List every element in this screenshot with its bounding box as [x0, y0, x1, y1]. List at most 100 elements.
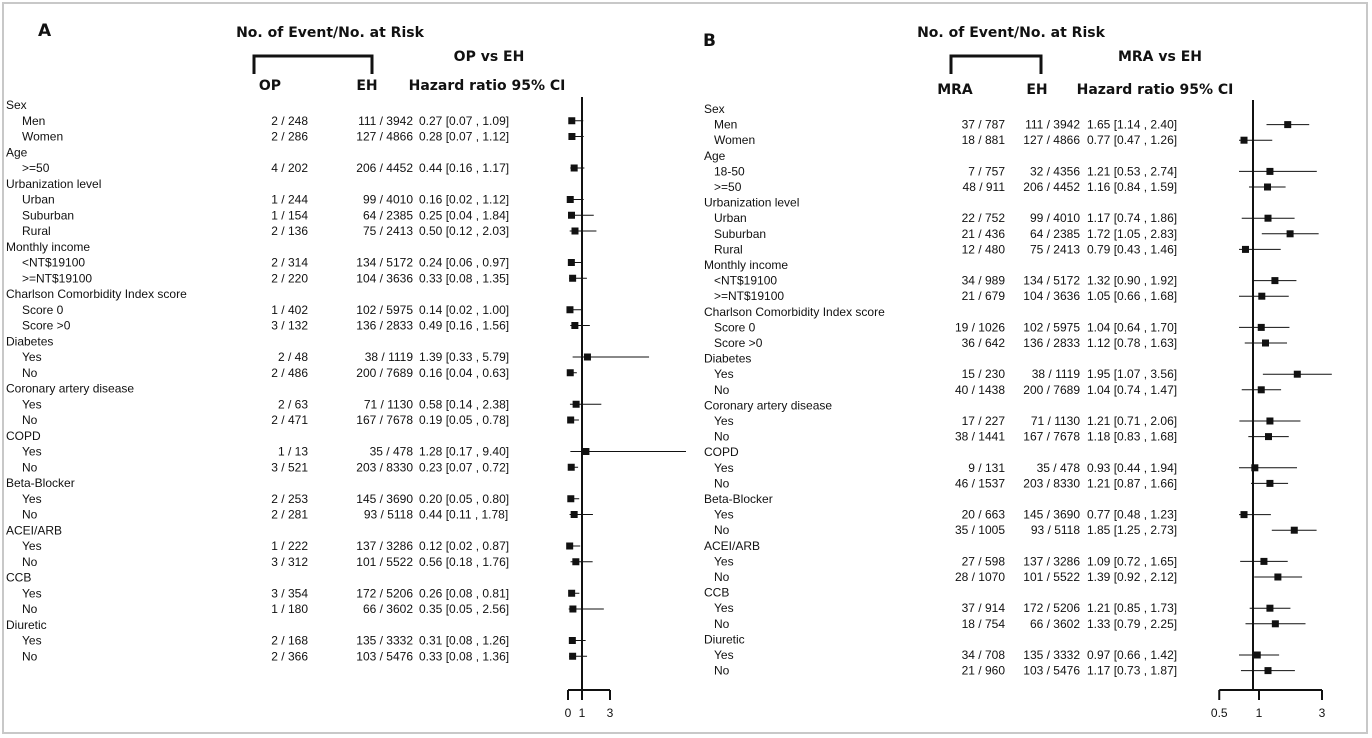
reference-event-count: 206 / 4452 [1023, 180, 1080, 194]
subgroup-header: Charlson Comorbidity Index score [704, 305, 885, 319]
subgroup-label: No [22, 460, 38, 474]
reference-event-count: 71 / 1130 [1031, 414, 1080, 428]
hazard-ratio-marker [1266, 167, 1274, 175]
treatment-event-count: 2 / 253 [271, 492, 308, 506]
subgroup-label: No [714, 570, 730, 584]
hazard-ratio-ci: 1.21 [0.53 , 2.74] [1087, 164, 1177, 178]
treatment-event-count: 46 / 1537 [955, 476, 1005, 490]
subgroup-label: No [22, 649, 38, 663]
hazard-ratio-ci: 1.04 [0.64 , 1.70] [1087, 320, 1177, 334]
hazard-ratio-marker [570, 164, 578, 172]
hazard-ratio-marker [569, 605, 577, 613]
hazard-ratio-ci: 1.21 [0.87 , 1.66] [1087, 476, 1177, 490]
hazard-ratio-ci: 0.79 [0.43 , 1.46] [1087, 242, 1177, 256]
subgroup-label: Yes [714, 414, 734, 428]
reference-event-count: 64 / 2385 [363, 208, 413, 222]
hazard-ratio-marker [571, 322, 579, 329]
subgroup-label: Yes [22, 397, 42, 411]
event-risk-header: No. of Event/No. at Risk [236, 25, 425, 41]
reference-event-count: 137 / 3286 [1023, 554, 1080, 568]
treatment-event-count: 2 / 314 [271, 256, 308, 270]
hazard-ratio-marker [1264, 667, 1272, 675]
column-header-treatment: OP [259, 78, 281, 94]
x-axis-tick-label: 1 [1256, 706, 1263, 720]
reference-event-count: 111 / 3942 [1025, 118, 1080, 132]
treatment-event-count: 17 / 227 [962, 414, 1006, 428]
x-axis-tick-label: 3 [607, 706, 614, 720]
hazard-ratio-ci: 0.28 [0.07 , 1.12] [419, 130, 509, 144]
subgroup-header: COPD [6, 429, 41, 443]
treatment-event-count: 35 / 1005 [955, 523, 1005, 537]
hazard-ratio-ci: 0.77 [0.47 , 1.26] [1087, 133, 1177, 147]
subgroup-label: Women [22, 130, 63, 144]
treatment-event-count: 1 / 13 [278, 445, 308, 459]
subgroup-label: Yes [22, 586, 42, 600]
reference-event-count: 145 / 3690 [1023, 508, 1080, 522]
treatment-event-count: 4 / 202 [271, 161, 308, 175]
treatment-event-count: 9 / 131 [968, 461, 1005, 475]
hazard-ratio-ci: 1.32 [0.90 , 1.92] [1087, 274, 1177, 288]
subgroup-label: No [714, 430, 730, 444]
subgroup-label: Suburban [714, 227, 766, 241]
treatment-event-count: 1 / 154 [271, 208, 308, 222]
hazard-ratio-marker [567, 495, 575, 503]
treatment-event-count: 19 / 1026 [955, 320, 1005, 334]
treatment-event-count: 21 / 960 [962, 664, 1006, 678]
hazard-ratio-ci: 0.16 [0.02 , 1.12] [419, 193, 509, 207]
reference-event-count: 99 / 4010 [363, 193, 413, 207]
treatment-event-count: 12 / 480 [962, 242, 1006, 256]
hazard-ratio-marker [582, 448, 590, 455]
hazard-ratio-ci: 1.17 [0.73 , 1.87] [1087, 664, 1177, 678]
reference-event-count: 38 / 1119 [1032, 367, 1081, 381]
reference-event-count: 203 / 8330 [356, 460, 413, 474]
subgroup-header: CCB [6, 571, 31, 585]
column-header-treatment: MRA [937, 82, 973, 98]
hazard-ratio-ci: 1.21 [0.71 , 2.06] [1087, 414, 1177, 428]
comparison-header: OP vs EH [454, 49, 525, 65]
treatment-event-count: 2 / 286 [271, 130, 308, 144]
event-risk-header: No. of Event/No. at Risk [917, 25, 1106, 41]
hazard-ratio-ci: 0.93 [0.44 , 1.94] [1087, 461, 1177, 475]
subgroup-label: Yes [22, 539, 42, 553]
x-axis-tick-label: 1 [579, 706, 586, 720]
treatment-event-count: 3 / 132 [271, 319, 308, 333]
reference-event-count: 134 / 5172 [1023, 274, 1080, 288]
hazard-ratio-ci: 1.72 [1.05 , 2.83] [1087, 227, 1177, 241]
reference-event-count: 101 / 5522 [1023, 570, 1080, 584]
hazard-ratio-ci: 0.23 [0.07 , 0.72] [419, 460, 509, 474]
hazard-ratio-ci: 0.56 [0.18 , 1.76] [419, 555, 509, 569]
subgroup-header: Diuretic [704, 632, 745, 646]
treatment-event-count: 1 / 180 [271, 602, 308, 616]
hazard-ratio-marker [1293, 370, 1301, 378]
reference-event-count: 93 / 5118 [1031, 523, 1080, 537]
treatment-event-count: 18 / 881 [962, 133, 1006, 147]
treatment-event-count: 3 / 312 [271, 555, 308, 569]
treatment-event-count: 2 / 486 [271, 366, 308, 380]
hazard-ratio-marker [567, 416, 575, 424]
hazard-ratio-ci: 1.28 [0.17 , 9.40] [419, 445, 509, 459]
hazard-ratio-marker [1284, 121, 1292, 129]
subgroup-header: Charlson Comorbidity Index score [6, 287, 187, 301]
treatment-event-count: 2 / 136 [271, 224, 308, 238]
subgroup-header: Coronary artery disease [6, 382, 134, 396]
subgroup-label: Suburban [22, 208, 74, 222]
treatment-event-count: 27 / 598 [962, 554, 1006, 568]
hazard-ratio-ci: 0.19 [0.05 , 0.78] [419, 413, 509, 427]
subgroup-header: Age [704, 149, 726, 163]
x-axis-tick-label: 3 [1319, 706, 1326, 720]
hazard-ratio-ci: 1.65 [1.14 , 2.40] [1087, 118, 1177, 132]
subgroup-header: COPD [704, 445, 739, 459]
treatment-event-count: 3 / 354 [271, 586, 308, 600]
subgroup-label: Yes [714, 508, 734, 522]
hazard-ratio-ci: 0.20 [0.05 , 0.80] [419, 492, 509, 506]
treatment-event-count: 21 / 436 [962, 227, 1006, 241]
subgroup-label: Men [22, 114, 45, 128]
subgroup-label: No [714, 476, 730, 490]
reference-event-count: 66 / 3602 [363, 602, 413, 616]
reference-event-count: 127 / 4866 [356, 130, 413, 144]
subgroup-label: No [714, 383, 730, 397]
hazard-ratio-ci: 0.33 [0.08 , 1.36] [419, 649, 509, 663]
subgroup-header: Urbanization level [6, 177, 101, 191]
subgroup-label: Yes [714, 367, 734, 381]
hazard-ratio-marker [1257, 386, 1265, 394]
